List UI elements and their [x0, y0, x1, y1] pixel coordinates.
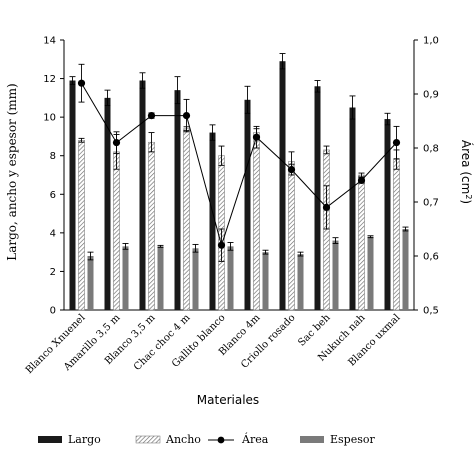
y2-tick-label: 1,0	[423, 36, 439, 47]
bar-espesor	[192, 248, 199, 310]
legend: Largo Ancho Área Espesor	[38, 432, 375, 446]
y-tick-label: 4	[50, 228, 56, 239]
bar-largo	[139, 80, 146, 310]
area-point	[77, 79, 86, 87]
bar-largo	[349, 107, 356, 310]
y-tick-label: 6	[50, 190, 56, 201]
bar-largo	[69, 80, 76, 310]
bar-largo	[174, 90, 181, 311]
bar-largo	[209, 132, 216, 310]
y-tick-label: 12	[43, 74, 56, 85]
bar-largo	[244, 99, 251, 311]
legend-swatch-espesor	[300, 436, 324, 443]
bar-espesor	[402, 229, 409, 310]
bar-ancho	[113, 151, 120, 311]
legend-label-ancho: Ancho	[165, 433, 201, 446]
area-point	[217, 241, 226, 249]
y2-tick-label: 0,6	[423, 252, 439, 263]
area-point	[112, 139, 121, 147]
y2-tick-label: 0,5	[423, 306, 439, 317]
bar-ancho	[393, 159, 400, 311]
bar-largo	[104, 97, 111, 310]
area-point	[182, 112, 191, 120]
y-tick-label: 0	[50, 306, 56, 317]
bar-espesor	[297, 254, 304, 310]
bar-espesor	[157, 246, 164, 310]
bar-largo	[279, 61, 286, 310]
y2-tick-label: 0,7	[423, 198, 439, 209]
bar-ancho	[183, 128, 190, 311]
y-tick-label: 10	[43, 113, 56, 124]
bar-ancho	[253, 132, 260, 311]
y-tick-label: 8	[50, 151, 56, 162]
legend-label-area: Área	[241, 432, 269, 446]
bar-largo	[384, 119, 391, 310]
bar-espesor	[262, 252, 269, 310]
bar-ancho	[288, 161, 295, 311]
bar-espesor	[332, 240, 339, 310]
area-point	[252, 133, 261, 141]
area-point	[147, 112, 156, 120]
y-axis-label: Largo, ancho y espesor (mm)	[5, 83, 19, 260]
x-tick-label: Sac beh	[296, 312, 333, 349]
legend-swatch-area-point	[217, 436, 225, 444]
y2-tick-label: 0,8	[423, 144, 439, 155]
area-point	[357, 176, 366, 184]
bar-espesor	[122, 246, 129, 310]
area-point	[392, 139, 401, 147]
bar-ancho	[78, 140, 85, 311]
area-point	[287, 166, 296, 174]
bar-espesor	[367, 236, 374, 310]
legend-label-largo: Largo	[68, 433, 101, 446]
x-tick-label: Blanco Xnuenel	[24, 312, 88, 376]
bar-ancho	[323, 149, 330, 311]
y2-tick-label: 0,9	[423, 90, 439, 101]
area-line	[81, 82, 397, 247]
legend-label-espesor: Espesor	[330, 433, 375, 446]
bar-espesor	[227, 246, 234, 310]
x-axis-label: Materiales	[197, 393, 259, 407]
bar-ancho	[148, 141, 155, 311]
legend-swatch-largo	[38, 436, 62, 443]
y-tick-label: 2	[50, 267, 56, 278]
legend-swatch-ancho	[135, 435, 161, 444]
y-tick-label: 14	[43, 36, 56, 47]
area-point	[322, 203, 331, 211]
bar-espesor	[87, 256, 94, 310]
y2-axis-label: Área (cm2)	[459, 140, 474, 204]
bar-ancho	[358, 174, 365, 311]
